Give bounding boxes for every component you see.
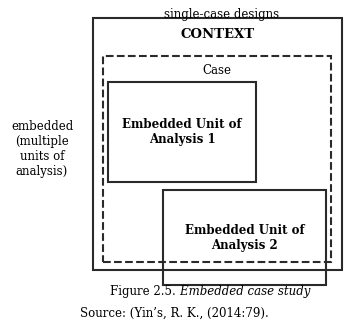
Text: Embedded Unit of
Analysis 1: Embedded Unit of Analysis 1 — [122, 118, 242, 146]
Text: single-case designs: single-case designs — [165, 8, 279, 21]
Text: CONTEXT: CONTEXT — [180, 28, 255, 41]
Text: Figure 2.5.: Figure 2.5. — [110, 285, 176, 298]
Text: Source: (Yin’s, R. K., (2014:79).: Source: (Yin’s, R. K., (2014:79). — [80, 307, 268, 320]
Text: embedded
(multiple
units of
analysis): embedded (multiple units of analysis) — [11, 120, 73, 178]
Text: Embedded Unit of
Analysis 2: Embedded Unit of Analysis 2 — [185, 223, 304, 252]
Bar — [163, 190, 326, 285]
Bar — [108, 82, 256, 182]
Text: Embedded case study: Embedded case study — [165, 285, 310, 298]
Bar — [93, 18, 342, 270]
Bar — [103, 56, 331, 262]
Text: Case: Case — [203, 64, 231, 77]
